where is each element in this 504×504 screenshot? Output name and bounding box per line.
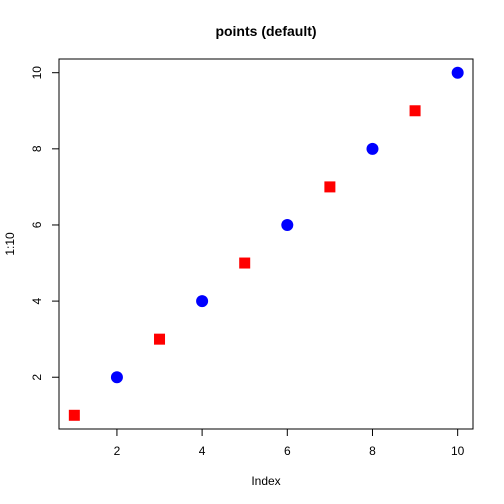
data-point-square bbox=[154, 333, 166, 345]
x-tick-label: 2 bbox=[114, 444, 121, 458]
x-tick-label: 6 bbox=[284, 444, 291, 458]
chart-title: points (default) bbox=[215, 23, 316, 39]
y-tick-label: 4 bbox=[30, 297, 44, 304]
x-tick-label: 10 bbox=[451, 444, 465, 458]
data-point-circle bbox=[451, 66, 464, 79]
x-axis-label: Index bbox=[251, 474, 280, 488]
y-tick-label: 10 bbox=[30, 66, 44, 80]
data-point-square bbox=[409, 105, 421, 117]
y-tick-label: 6 bbox=[30, 221, 44, 228]
data-point-square bbox=[324, 181, 336, 193]
data-points bbox=[68, 66, 464, 421]
x-tick-label: 8 bbox=[369, 444, 376, 458]
y-tick-label: 2 bbox=[30, 374, 44, 381]
data-point-circle bbox=[281, 218, 294, 231]
x-axis: 2 4 6 8 10 bbox=[114, 429, 465, 458]
y-axis-label: 1:10 bbox=[3, 232, 17, 256]
y-axis: 2 4 6 8 10 bbox=[30, 66, 59, 381]
data-point-circle bbox=[366, 142, 379, 155]
data-point-circle bbox=[196, 295, 209, 308]
x-tick-label: 4 bbox=[199, 444, 206, 458]
data-point-square bbox=[239, 257, 251, 269]
data-point-circle bbox=[110, 371, 123, 384]
plot-frame bbox=[58, 58, 474, 430]
data-point-square bbox=[68, 409, 80, 421]
y-tick-label: 8 bbox=[30, 145, 44, 152]
